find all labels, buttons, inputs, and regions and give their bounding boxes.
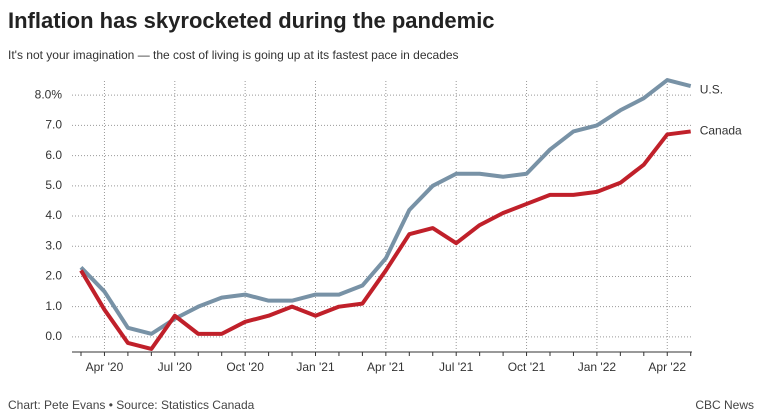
x-tick-label: Apr '20 (86, 360, 124, 374)
y-tick-label: 2.0 (45, 269, 62, 283)
y-tick-label: 5.0 (45, 178, 62, 192)
series-label: Canada (700, 124, 742, 138)
source: Chart: Pete Evans • Source: Statistics C… (8, 398, 255, 412)
x-tick-label: Apr '22 (648, 360, 686, 374)
x-tick-label: Jan '21 (296, 360, 335, 374)
x-tick-label: Jan '22 (578, 360, 617, 374)
y-tick-label: 0.0 (45, 329, 62, 343)
y-tick-label: 1.0 (45, 299, 62, 313)
chart-title: Inflation has skyrocketed during the pan… (8, 8, 495, 33)
x-tick-label: Oct '20 (226, 360, 264, 374)
x-tick-label: Apr '21 (367, 360, 405, 374)
x-tick-label: Jul '20 (158, 360, 193, 374)
y-tick-label: 7.0 (45, 118, 62, 132)
series-label: U.S. (700, 82, 723, 96)
series-line (79, 78, 692, 336)
publisher: CBC News (695, 398, 754, 412)
x-tick-label: Oct '21 (508, 360, 546, 374)
series-line (79, 129, 691, 351)
y-tick-label: 6.0 (45, 148, 62, 162)
chart-subtitle: It's not your imagination — the cost of … (8, 48, 459, 62)
y-tick-label: 4.0 (45, 208, 62, 222)
y-tick-label: 3.0 (45, 238, 62, 252)
y-tick-label: 8.0% (35, 87, 63, 101)
x-tick-label: Jul '21 (439, 360, 474, 374)
